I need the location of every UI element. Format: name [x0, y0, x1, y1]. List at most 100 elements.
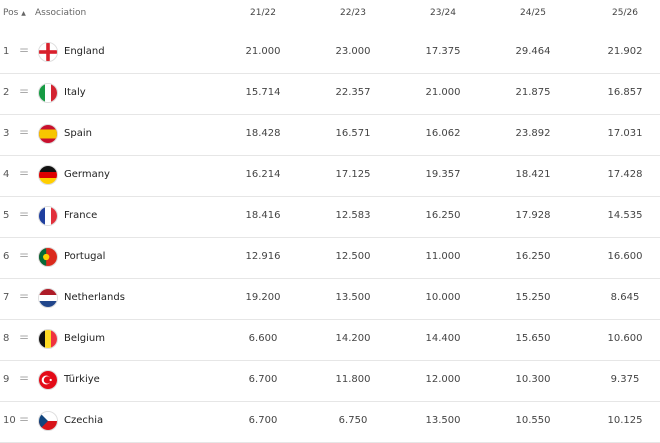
- association-name[interactable]: France: [64, 210, 98, 221]
- season-coefficient: 23.892: [515, 128, 551, 139]
- season-coefficient: 19.200: [245, 292, 281, 303]
- season-coefficient: 10.300: [515, 374, 551, 385]
- season-coefficient: 11.800: [335, 374, 371, 385]
- table-row[interactable]: 1 = England 21.000 23.000 17.375 29.464 21.90…: [0, 32, 660, 74]
- season-coefficient: 16.062: [425, 128, 461, 139]
- season-coefficient: 15.650: [515, 333, 551, 344]
- position: 10: [3, 415, 16, 426]
- sort-asc-icon: ▲: [21, 10, 26, 17]
- france-flag-icon: [38, 206, 58, 226]
- season-coefficient: 6.600: [248, 333, 278, 344]
- czechia-flag-icon: [38, 411, 58, 431]
- season-coefficient: 21.875: [515, 87, 551, 98]
- table-header: Pos ▲ Association 21/22 22/23 23/24 24/2…: [0, 0, 660, 26]
- season-coefficient: 23.000: [335, 46, 371, 57]
- no-change-icon: =: [19, 412, 30, 426]
- table-row[interactable]: 10 = Czechia 6.700 6.750 13.500 10.550 10.125: [0, 401, 660, 443]
- no-change-icon: =: [19, 125, 30, 139]
- no-change-icon: =: [19, 248, 30, 262]
- season-coefficient: 8.645: [610, 292, 640, 303]
- season-coefficient: 15.250: [515, 292, 551, 303]
- association-header[interactable]: Association: [35, 8, 87, 18]
- pos-header[interactable]: Pos ▲: [3, 8, 26, 18]
- season-coefficient: 16.214: [245, 169, 281, 180]
- season-coefficient: 13.500: [335, 292, 371, 303]
- association-name[interactable]: England: [64, 46, 105, 57]
- association-name[interactable]: Spain: [64, 128, 92, 139]
- season-coefficient: 12.583: [335, 210, 371, 221]
- season-coefficient: 14.535: [607, 210, 643, 221]
- position: 8: [3, 333, 10, 344]
- belgium-flag-icon: [38, 329, 58, 349]
- no-change-icon: =: [19, 371, 30, 385]
- spain-flag-icon: [38, 124, 58, 144]
- position: 4: [3, 169, 10, 180]
- netherlands-flag-icon: [38, 288, 58, 308]
- association-name[interactable]: Portugal: [64, 251, 106, 262]
- germany-flag-icon: [38, 165, 58, 185]
- season-coefficient: 9.375: [610, 374, 640, 385]
- position: 9: [3, 374, 10, 385]
- season-coefficient: 6.750: [338, 415, 368, 426]
- season-coefficient: 12.000: [425, 374, 461, 385]
- season-coefficient: 17.928: [515, 210, 551, 221]
- position: 3: [3, 128, 10, 139]
- table-row[interactable]: 4 = Germany 16.214 17.125 19.357 18.421 17.42…: [0, 155, 660, 197]
- season-coefficient: 11.000: [425, 251, 461, 262]
- association-name[interactable]: Belgium: [64, 333, 105, 344]
- season-coefficient: 12.500: [335, 251, 371, 262]
- no-change-icon: =: [19, 84, 30, 98]
- season-header[interactable]: 25/26: [612, 8, 638, 18]
- table-row[interactable]: 3 = Spain 18.428 16.571 16.062 23.892 17.031: [0, 114, 660, 156]
- table-row[interactable]: 6 = Portugal 12.916 12.500 11.000 16.250 16.6…: [0, 237, 660, 279]
- table-row[interactable]: 8 = Belgium 6.600 14.200 14.400 15.650 10.600: [0, 319, 660, 361]
- season-coefficient: 22.357: [335, 87, 371, 98]
- position: 2: [3, 87, 10, 98]
- season-coefficient: 10.550: [515, 415, 551, 426]
- season-coefficient: 21.000: [245, 46, 281, 57]
- season-coefficient: 10.000: [425, 292, 461, 303]
- association-name[interactable]: Netherlands: [64, 292, 125, 303]
- season-coefficient: 17.031: [607, 128, 643, 139]
- season-coefficient: 29.464: [515, 46, 551, 57]
- season-coefficient: 14.400: [425, 333, 461, 344]
- season-coefficient: 18.416: [245, 210, 281, 221]
- season-coefficient: 16.250: [425, 210, 461, 221]
- season-coefficient: 16.250: [515, 251, 551, 262]
- season-coefficient: 14.200: [335, 333, 371, 344]
- season-coefficient: 17.428: [607, 169, 643, 180]
- no-change-icon: =: [19, 289, 30, 303]
- table-row[interactable]: 7 = Netherlands 19.200 13.500 10.000 15.250 8…: [0, 278, 660, 320]
- season-coefficient: 17.375: [425, 46, 461, 57]
- table-row[interactable]: 2 = Italy 15.714 22.357 21.000 21.875 16.857: [0, 73, 660, 115]
- table-row[interactable]: 9 = Türkiye 6.700 11.800 12.000 10.300 9.375: [0, 360, 660, 402]
- season-header[interactable]: 22/23: [340, 8, 366, 18]
- position: 6: [3, 251, 10, 262]
- season-coefficient: 10.600: [607, 333, 643, 344]
- no-change-icon: =: [19, 43, 30, 57]
- association-name[interactable]: Türkiye: [64, 374, 100, 385]
- association-name[interactable]: Germany: [64, 169, 110, 180]
- season-header[interactable]: 24/25: [520, 8, 546, 18]
- association-name[interactable]: Italy: [64, 87, 86, 98]
- season-coefficient: 17.125: [335, 169, 371, 180]
- no-change-icon: =: [19, 207, 30, 221]
- season-coefficient: 6.700: [248, 374, 278, 385]
- portugal-flag-icon: [38, 247, 58, 267]
- season-coefficient: 13.500: [425, 415, 461, 426]
- season-coefficient: 21.000: [425, 87, 461, 98]
- season-coefficient: 16.857: [607, 87, 643, 98]
- table-row[interactable]: 5 = France 18.416 12.583 16.250 17.928 14.535: [0, 196, 660, 238]
- season-coefficient: 6.700: [248, 415, 278, 426]
- season-coefficient: 15.714: [245, 87, 281, 98]
- season-coefficient: 10.125: [607, 415, 643, 426]
- season-header[interactable]: 21/22: [250, 8, 276, 18]
- season-coefficient: 16.600: [607, 251, 643, 262]
- season-coefficient: 21.902: [607, 46, 643, 57]
- season-header[interactable]: 23/24: [430, 8, 456, 18]
- no-change-icon: =: [19, 166, 30, 180]
- turkiye-flag-icon: [38, 370, 58, 390]
- association-name[interactable]: Czechia: [64, 415, 104, 426]
- position: 1: [3, 46, 10, 57]
- season-coefficient: 18.428: [245, 128, 281, 139]
